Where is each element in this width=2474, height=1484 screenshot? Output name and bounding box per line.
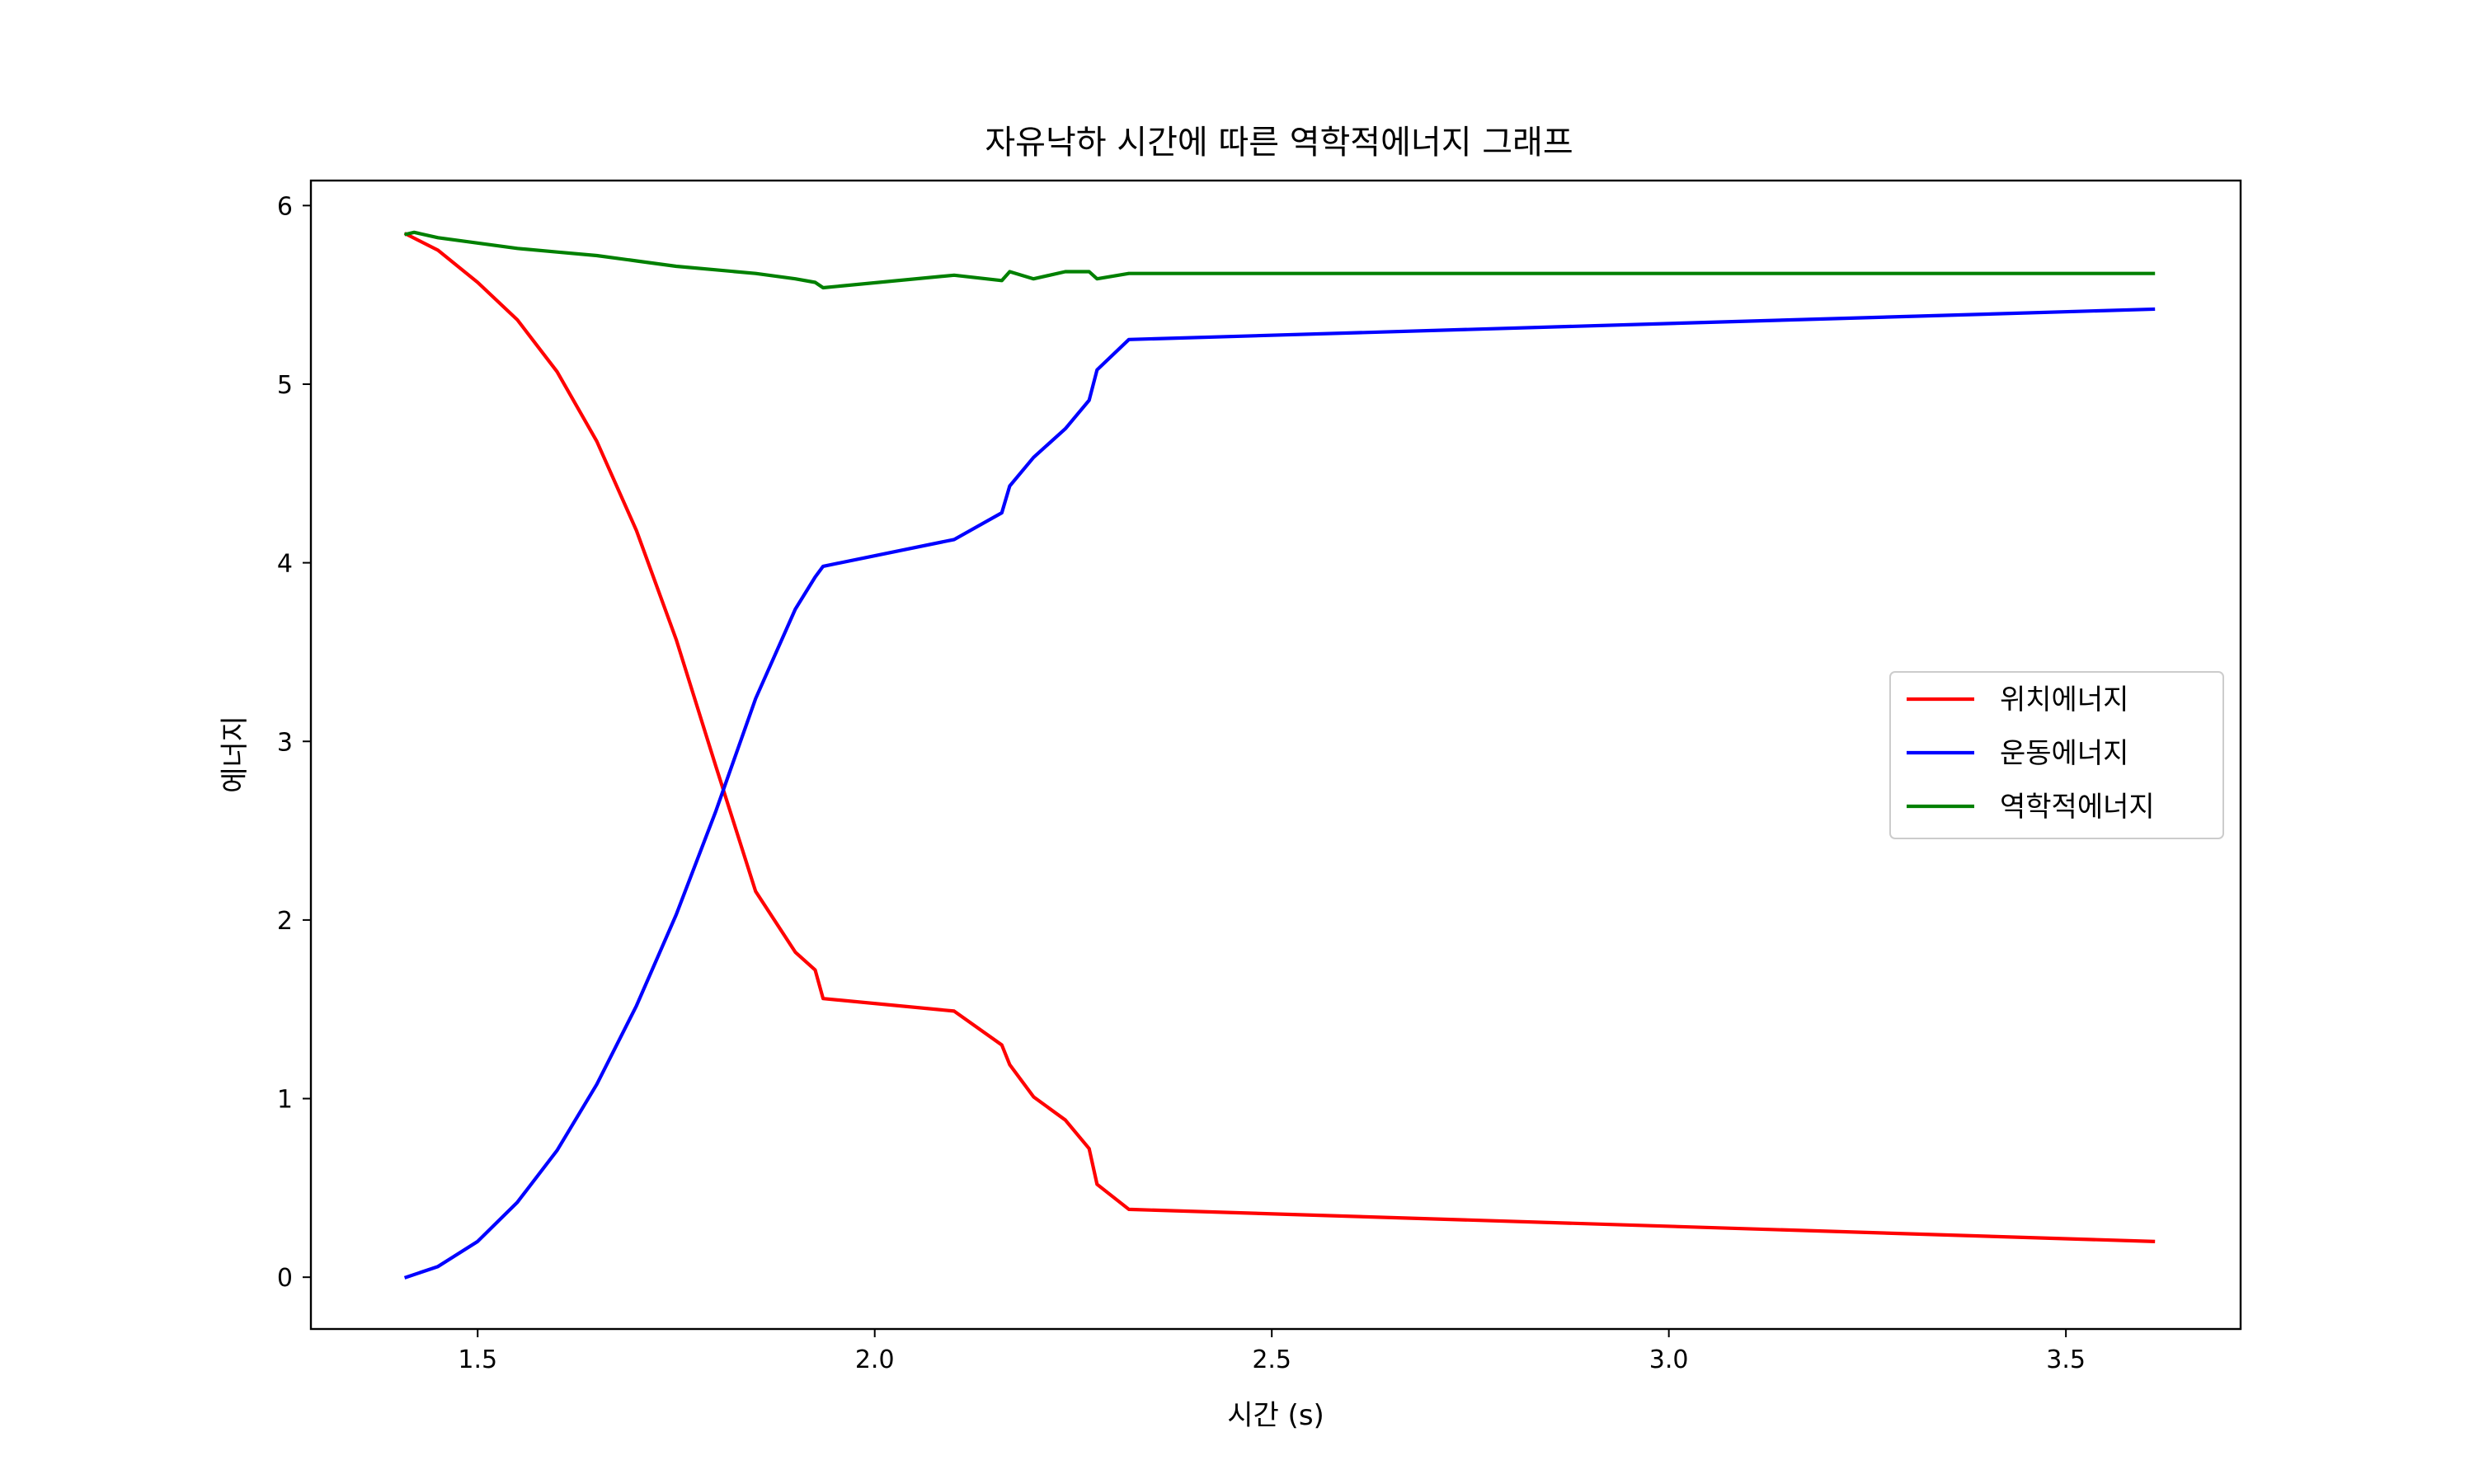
chart-title: 자유낙하 시간에 따른 역학적에너지 그래프	[985, 124, 1573, 162]
series-line-1	[403, 232, 2156, 1243]
series-layer	[403, 230, 2156, 1280]
x-tick-label: 2.5	[1252, 1345, 1291, 1374]
x-axis-label: 시간 (s)	[1227, 1399, 1324, 1432]
y-tick-label: 1	[277, 1086, 293, 1115]
x-tick-label: 3.5	[2046, 1345, 2086, 1374]
x-tick-label: 2.0	[855, 1345, 895, 1374]
plot-frame	[309, 179, 2242, 1331]
y-tick-label: 4	[277, 550, 293, 579]
x-tick-label: 3.0	[1649, 1345, 1689, 1374]
legend-label-3: 역학적에너지	[2000, 791, 2155, 824]
legend-label-2: 운동에너지	[2000, 737, 2128, 770]
plot-area	[309, 179, 2242, 1331]
y-tick-label: 6	[277, 192, 293, 221]
y-tick-label: 2	[277, 907, 293, 936]
legend-label-1: 위치에너지	[2000, 683, 2128, 716]
legend-frame	[1889, 671, 2224, 839]
x-tick-label: 1.5	[458, 1345, 497, 1374]
y-tick-label: 3	[277, 728, 293, 757]
y-tick-label: 5	[277, 371, 293, 400]
series-line-2	[403, 307, 2156, 1280]
x-axis: 1.5 2.0 2.5 3.0 3.5	[458, 1329, 2086, 1374]
y-axis-label: 에너지	[219, 716, 252, 793]
series-line-3	[404, 230, 2156, 290]
y-tick-label: 0	[277, 1264, 293, 1293]
y-axis: 0 1 2 3 4 5 6	[277, 192, 311, 1293]
